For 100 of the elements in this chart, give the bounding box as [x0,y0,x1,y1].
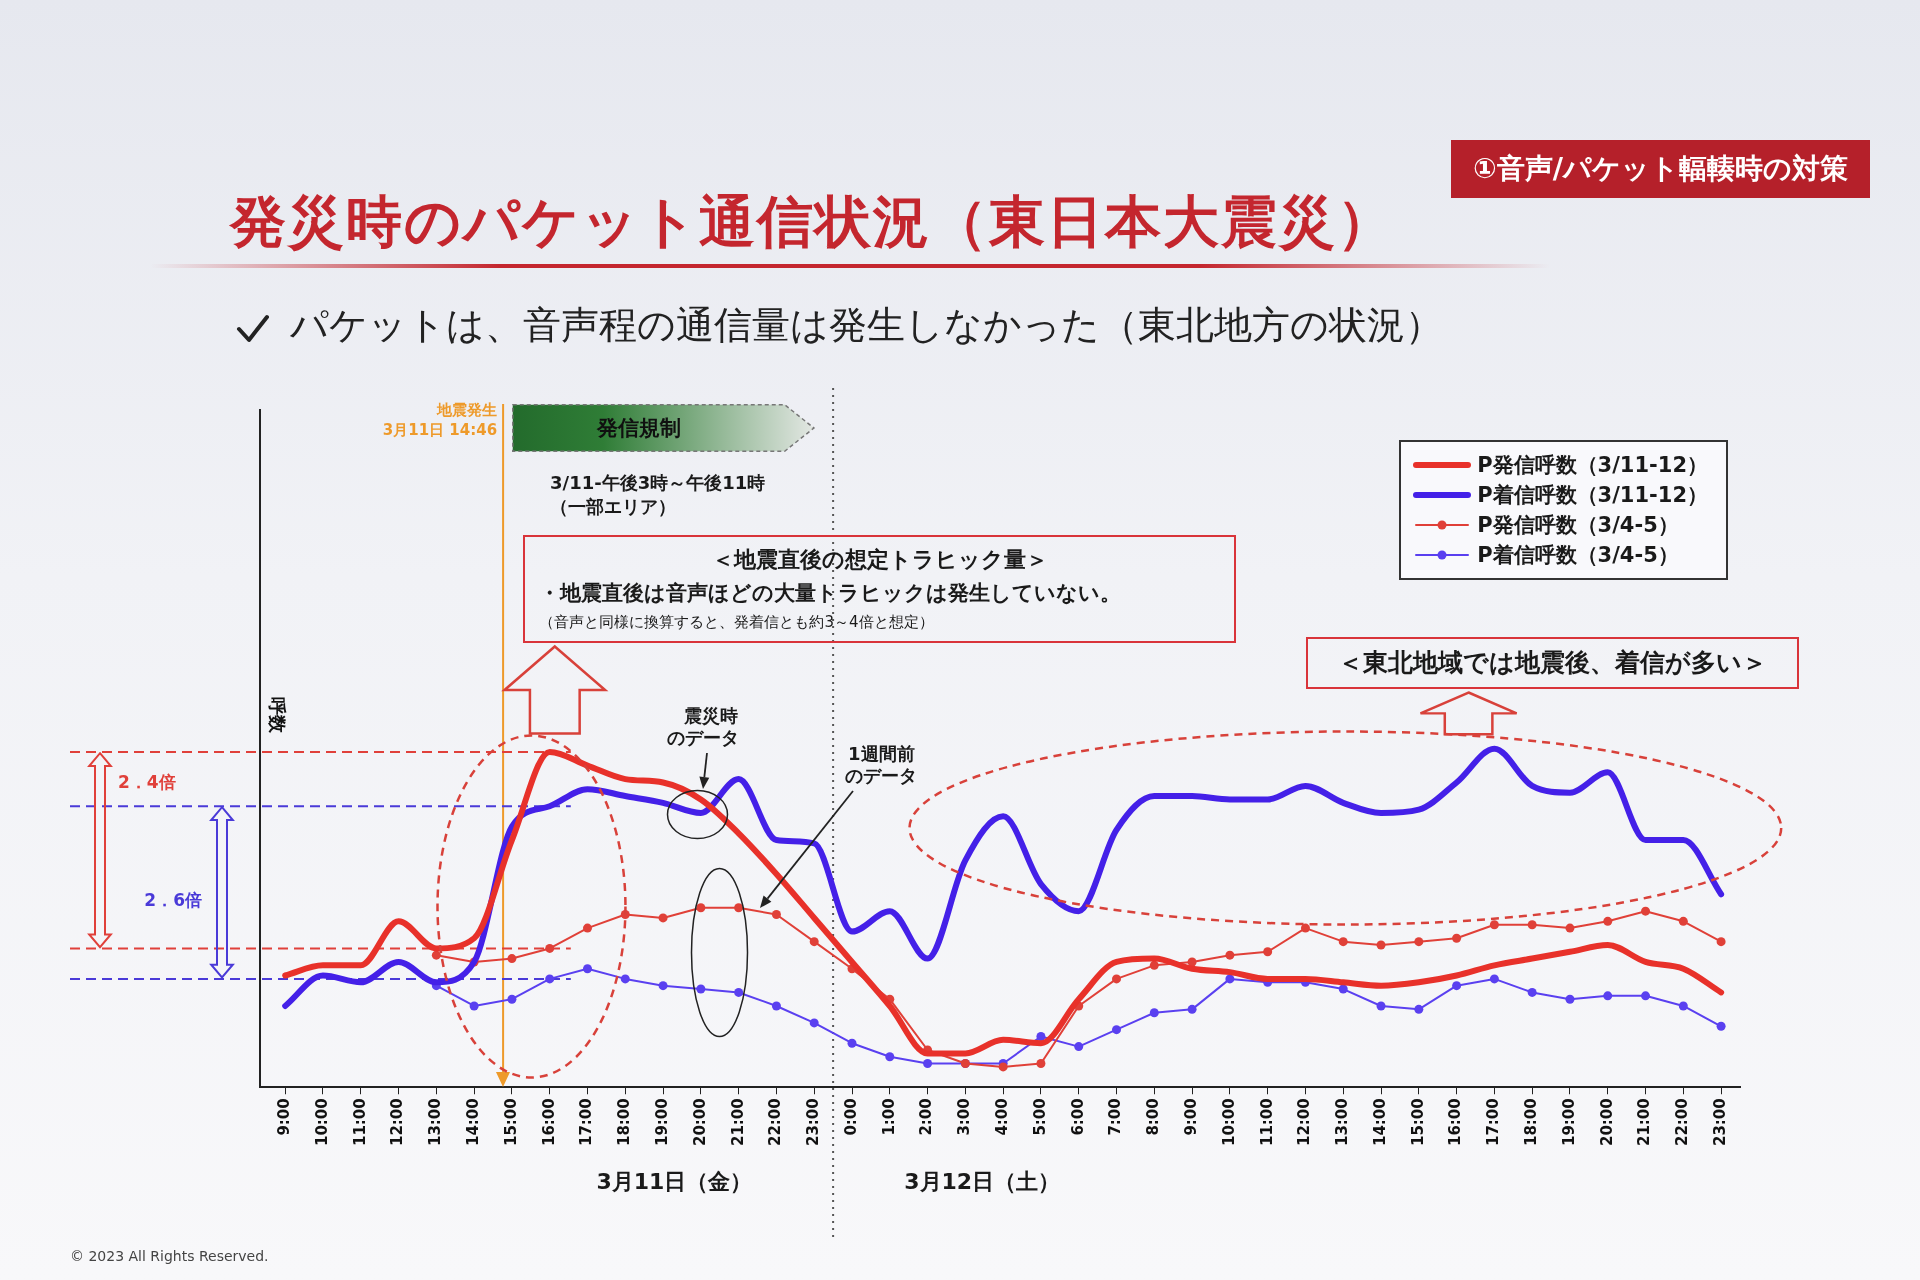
point [582,964,592,974]
point [507,954,517,964]
x-tick-label: 13:00 [426,1098,445,1146]
x-tick-label: 19:00 [652,1098,671,1146]
point [431,950,441,960]
x-tick-label: 15:00 [501,1098,520,1146]
text: ・地震直後は音声ほどの大量トラヒックは発生していない。 [539,580,1122,608]
text: 3月11日（金） [596,1168,753,1197]
point [696,984,706,994]
point [582,923,592,933]
point [1036,1059,1046,1069]
point [1414,1004,1424,1014]
point [1716,937,1726,947]
legend-label: P発信呼数（3/4-5） [1477,512,1679,540]
x-tick-label: 1:00 [879,1098,898,1136]
point [1263,947,1273,957]
point [696,903,706,913]
point [1225,974,1235,984]
x-tick-label: 16:00 [1446,1098,1465,1146]
x-tick-label: 23:00 [804,1098,823,1146]
text: （音声と同様に換算すると、発着信とも約3～4倍と想定） [539,612,934,634]
point [1149,960,1159,970]
x-tick-label: 12:00 [1295,1098,1314,1146]
x-tick-label: 16:00 [539,1098,558,1146]
text: 3/11-午後3時～午後11時（一部エリア） [550,470,767,519]
point [847,1038,857,1048]
legend-label: P着信呼数（3/11-12） [1477,482,1708,510]
point [1149,1008,1159,1018]
y-axis-title: 呼数 [267,696,289,734]
x-tick-label: 0:00 [841,1098,860,1136]
text: 3月12日（土） [904,1168,1061,1197]
x-tick-label: 11:00 [1257,1098,1276,1146]
point [809,937,819,947]
x-tick-label: 6:00 [1068,1098,1087,1136]
x-tick-label: 8:00 [1144,1098,1163,1136]
point [1338,937,1348,947]
text: ①音声/パケット輻輳時の対策 [1451,140,1870,198]
point [1414,937,1424,947]
x-tick-label: 20:00 [1597,1098,1616,1146]
chart-subtitle: パケットは、音声程の通信量は発生しなかった（東北地方の状況） [290,302,1443,349]
point [1678,1001,1688,1011]
point [1641,906,1651,916]
text: ＜地震直後の想定トラヒック量＞ [712,546,1049,575]
x-tick-label: 3:00 [955,1098,974,1136]
x-tick-label: 7:00 [1106,1098,1125,1136]
x-tick-label: 22:00 [1673,1098,1692,1146]
ref-line-label: 地震発生 3月11日 14:46 [382,401,498,440]
x-tick-label: 18:00 [1522,1098,1541,1146]
point [620,974,630,984]
point [658,913,668,923]
x-tick-label: 17:00 [1484,1098,1503,1146]
point [1641,991,1651,1001]
point [1300,923,1310,933]
legend-label: P発信呼数（3/11-12） [1477,452,1708,480]
point [1603,991,1613,1001]
text: 震災時のデータ [666,704,741,749]
chart-title: 発災時のパケット通信状況（東日本大震災） [230,188,1395,256]
point [545,974,555,984]
x-tick-label: 2:00 [917,1098,936,1136]
point [1527,987,1537,997]
point [658,981,668,991]
annotation: 1週間前のデータ [844,743,919,788]
x-tick-label: 19:00 [1559,1098,1578,1146]
point [1716,1021,1726,1031]
x-tick-label: 17:00 [577,1098,596,1146]
point [734,903,744,913]
point [1074,1042,1084,1052]
x-tick-label: 13:00 [1333,1098,1352,1146]
point [734,987,744,997]
point [1036,1031,1046,1041]
point [507,994,517,1004]
point [923,1059,933,1069]
point [1678,916,1688,926]
x-tick-label: 20:00 [690,1098,709,1146]
text: © 2023 All Rights Reserved. [70,1248,269,1264]
point [1452,933,1462,943]
point [1565,923,1575,933]
point [885,1052,895,1062]
point [1225,950,1235,960]
x-tick-label: 14:00 [1370,1098,1389,1146]
x-tick-label: 12:00 [388,1098,407,1146]
x-tick-label: 9:00 [275,1098,294,1136]
x-tick-label: 11:00 [350,1098,369,1146]
ref-line-label: 2．6倍 [144,889,202,910]
point [1376,1001,1386,1011]
point [1376,940,1386,950]
point [469,1001,479,1011]
x-tick-label: 4:00 [993,1098,1012,1136]
point [809,1018,819,1028]
text: 発信規制 [596,415,681,442]
x-tick-label: 18:00 [615,1098,634,1146]
x-tick-label: 10:00 [1219,1098,1238,1146]
point [1489,974,1499,984]
x-tick-label: 14:00 [464,1098,483,1146]
point [1489,920,1499,930]
ref-line-label: 2．4倍 [118,771,176,792]
x-tick-label: 21:00 [728,1098,747,1146]
point [1112,974,1122,984]
point [1187,1004,1197,1014]
point [1187,957,1197,967]
